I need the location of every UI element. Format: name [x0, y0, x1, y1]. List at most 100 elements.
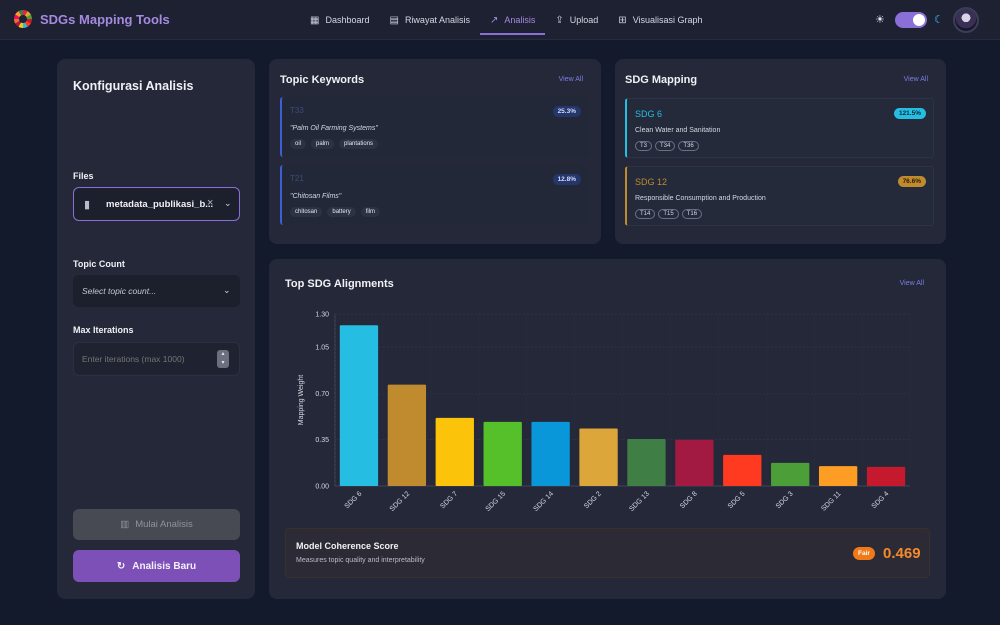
topic-pill: T34 — [655, 141, 676, 151]
coherence-score-panel: Model Coherence Score Measures topic qua… — [285, 528, 930, 578]
nav-dashboard[interactable]: ▦ Dashboard — [300, 0, 379, 40]
topic-percentage-badge: 12.8% — [552, 174, 581, 185]
x-tick-label: SDG 4 — [871, 490, 891, 510]
config-title: Konfigurasi Analisis — [73, 79, 194, 93]
iterations-stepper[interactable]: ▴ ▾ — [217, 350, 229, 368]
y-tick-label: 1.30 — [315, 312, 329, 319]
start-analysis-button[interactable]: ▥ Mulai Analisis — [73, 509, 240, 540]
alignments-view-all-link[interactable]: View All — [899, 280, 924, 287]
nav-visualisasi-graph[interactable]: ⊞ Visualisasi Graph — [608, 0, 712, 40]
file-selected-value: metadata_publikasi_b... — [106, 199, 214, 210]
avatar[interactable] — [953, 7, 979, 33]
bar-sdg-8 — [675, 439, 714, 486]
topic-id: T21 — [290, 174, 304, 183]
max-iterations-label: Max Iterations — [73, 325, 134, 335]
topic-phrase: "Chitosan Films" — [290, 193, 342, 200]
topic-item[interactable]: T33 25.3% "Palm Oil Farming Systems" oil… — [280, 97, 589, 157]
keyword-list: oil palm plantations — [290, 139, 379, 149]
y-tick-label: 0.70 — [315, 391, 329, 398]
file-icon: ▮ — [84, 199, 91, 211]
bar-sdg-7 — [435, 417, 474, 486]
x-tick-label: SDG 15 — [485, 490, 508, 513]
keyword-chip: chitosan — [290, 207, 323, 217]
chevron-down-icon[interactable]: ⌄ — [224, 198, 232, 208]
x-tick-label: SDG 13 — [628, 490, 651, 513]
topic-pill: T14 — [635, 209, 656, 219]
brand[interactable]: SDGs Mapping Tools — [14, 10, 170, 28]
nav-analisis[interactable]: ↗ Analisis — [479, 0, 546, 40]
y-tick-label: 1.05 — [315, 345, 329, 352]
score-title: Model Coherence Score — [296, 541, 399, 551]
sdg-mapping-title: SDG Mapping — [625, 74, 698, 86]
clear-icon[interactable]: × — [207, 197, 214, 209]
score-subtitle: Measures topic quality and interpretabil… — [296, 557, 425, 564]
x-tick-label: SDG 8 — [679, 490, 699, 510]
x-tick-label: SDG 3 — [775, 490, 795, 510]
bar-sdg-12 — [387, 384, 427, 486]
topic-item[interactable]: T21 12.8% "Chitosan Films" chitosan batt… — [280, 165, 589, 225]
config-panel: Konfigurasi Analisis Files ▮ metadata_pu… — [57, 59, 255, 599]
x-tick-label: SDG 5 — [727, 490, 747, 510]
topic-pill: T16 — [681, 209, 703, 219]
topic-count-select[interactable]: Select topic count... ⌄ — [73, 275, 240, 307]
sdg-mapping-card: SDG Mapping View All SDG 6 121.5% Clean … — [615, 59, 946, 244]
x-tick-label: SDG 11 — [820, 490, 842, 512]
x-tick-label: SDG 2 — [583, 490, 603, 510]
file-select[interactable]: ▮ metadata_publikasi_b... × ⌄ — [73, 187, 240, 221]
new-analysis-label: Analisis Baru — [132, 560, 197, 572]
keyword-chip: palm — [311, 139, 335, 149]
sdg-weight-badge: 121.5% — [893, 108, 926, 119]
topic-phrase: "Palm Oil Farming Systems" — [290, 125, 378, 132]
app-title: SDGs Mapping Tools — [40, 11, 170, 27]
x-tick-label: SDG 12 — [389, 490, 412, 513]
y-tick-label: 0.35 — [315, 437, 329, 444]
y-tick-label: 0.00 — [315, 484, 329, 491]
nav-dashboard-label: Dashboard — [325, 15, 370, 25]
top-navbar: SDGs Mapping Tools ▦ Dashboard ▤ Riwayat… — [0, 0, 1000, 40]
topic-pill: T36 — [678, 141, 699, 151]
keyword-chip: plantations — [339, 139, 379, 149]
topic-keywords-title: Topic Keywords — [280, 74, 365, 86]
chevron-down-icon: ⌄ — [223, 285, 231, 295]
topic-percentage-badge: 25.3% — [552, 106, 581, 117]
sdg-mapping-item[interactable]: SDG 12 76.6% Responsible Consumption and… — [625, 166, 934, 226]
files-label: Files — [73, 171, 94, 181]
x-tick-label: SDG 14 — [532, 490, 555, 513]
sdg-weight-badge: 76.6% — [897, 176, 926, 187]
topic-pill: T15 — [658, 209, 679, 219]
topic-count-placeholder: Select topic count... — [82, 286, 157, 296]
bar-sdg-13 — [627, 439, 666, 486]
bar-sdg-6 — [339, 325, 379, 486]
new-analysis-button[interactable]: ↻ Analisis Baru — [73, 550, 240, 582]
trend-icon: ↗ — [489, 14, 499, 26]
graph-icon: ⊞ — [618, 14, 627, 26]
nav-graph-label: Visualisasi Graph — [632, 15, 703, 25]
sdg-description: Clean Water and Sanitation — [635, 127, 721, 134]
mapping-view-all-link[interactable]: View All — [903, 76, 928, 83]
x-tick-label: SDG 6 — [344, 490, 364, 510]
topic-id: T33 — [290, 106, 304, 115]
y-axis-label: Mapping Weight — [298, 375, 305, 426]
sun-icon: ☀ — [875, 14, 885, 26]
main-nav: ▦ Dashboard ▤ Riwayat Analisis ↗ Analisi… — [300, 0, 713, 40]
nav-riwayat-label: Riwayat Analisis — [404, 15, 470, 25]
sdg-mapping-item[interactable]: SDG 6 121.5% Clean Water and Sanitation … — [625, 98, 934, 158]
theme-toggle[interactable] — [895, 12, 927, 28]
nav-riwayat-analisis[interactable]: ▤ Riwayat Analisis — [379, 0, 479, 40]
keyword-list: chitosan battery film — [290, 207, 381, 217]
mapped-topic-list: T3 T34 T36 — [635, 141, 699, 151]
keyword-chip: battery — [327, 207, 356, 217]
bar-sdg-5 — [723, 454, 762, 486]
topics-view-all-link[interactable]: View All — [558, 76, 583, 83]
topic-pill: T3 — [635, 141, 653, 151]
bar-sdg-2 — [579, 428, 618, 486]
keyword-chip: oil — [290, 139, 307, 149]
dashboard-icon: ▦ — [310, 14, 320, 26]
top-sdg-alignments-card: Top SDG Alignments View All 0.00 0.35 0.70… — [269, 259, 946, 599]
keyword-chip: film — [360, 207, 381, 217]
chart-icon: ▥ — [120, 519, 130, 530]
alignments-title: Top SDG Alignments — [285, 278, 394, 290]
topic-keywords-card: Topic Keywords View All T33 25.3% "Palm … — [269, 59, 601, 244]
max-iterations-input[interactable] — [73, 342, 240, 376]
nav-upload[interactable]: ⇪ Upload — [545, 0, 608, 40]
